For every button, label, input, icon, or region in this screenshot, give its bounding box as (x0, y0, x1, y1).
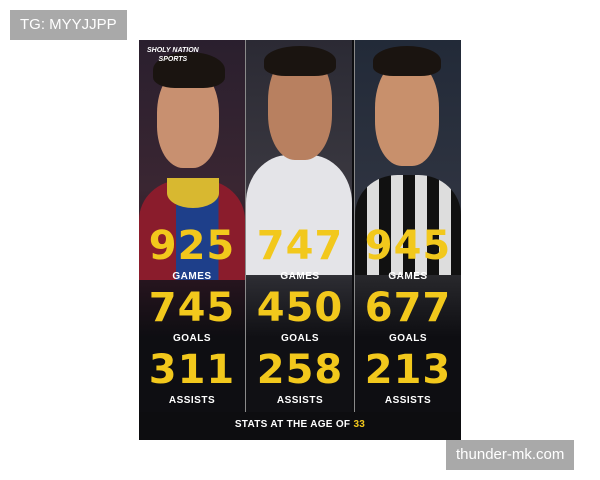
assists-label: ASSISTS (276, 395, 324, 406)
footer-text: STATS AT THE AGE OF (234, 419, 351, 430)
brand-logo: SHOLY NATION SPORTS (147, 46, 199, 64)
goals-value: 745 (148, 285, 236, 331)
stats-poster: SHOLY NATION SPORTS 925 GAMES 745 GOALS 3… (139, 40, 461, 440)
assists-value: 258 (256, 347, 344, 393)
column-divider (354, 40, 355, 412)
games-value: 925 (148, 223, 236, 269)
goals-label: GOALS (172, 333, 212, 344)
footer-caption: STATS AT THE AGE OF 33 (139, 418, 461, 432)
games-label: GAMES (280, 271, 320, 282)
goals-label: GOALS (280, 333, 320, 344)
assists-value: 311 (148, 347, 236, 393)
games-value: 747 (256, 223, 344, 269)
watermark-top-left: TG: MYYJJPP (10, 10, 127, 40)
player-photo-3 (355, 40, 461, 412)
brand-line: SHOLY NATION (147, 47, 199, 54)
assists-label: ASSISTS (384, 395, 432, 406)
player-stats-3: 945 GAMES 677 GOALS 213 ASSISTS (355, 40, 461, 412)
player-stats-2: 747 GAMES 450 GOALS 258 ASSISTS (247, 40, 353, 412)
player-photo-2 (246, 40, 352, 412)
watermark-bottom-right: thunder-mk.com (446, 440, 575, 470)
goals-value: 677 (364, 285, 452, 331)
player-stats-1: 925 GAMES 745 GOALS 311 ASSISTS (139, 40, 245, 412)
assists-value: 213 (364, 347, 452, 393)
player-photo-1 (139, 40, 245, 412)
assists-label: ASSISTS (168, 395, 216, 406)
games-label: GAMES (388, 271, 428, 282)
brand-line: SPORTS (158, 56, 188, 63)
footer-age: 33 (353, 419, 366, 430)
goals-label: GOALS (388, 333, 428, 344)
games-value: 945 (364, 223, 452, 269)
column-divider (245, 40, 246, 412)
goals-value: 450 (256, 285, 344, 331)
games-label: GAMES (172, 271, 212, 282)
